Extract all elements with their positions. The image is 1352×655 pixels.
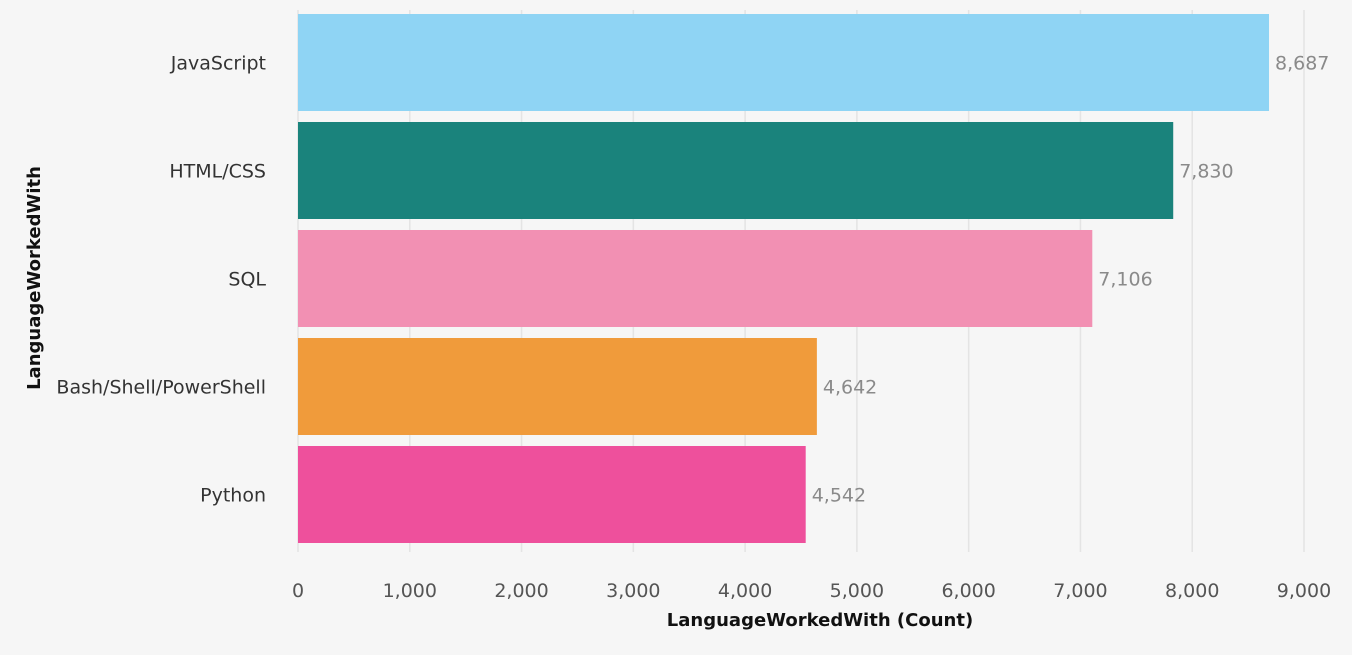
y-category-label: Bash/Shell/PowerShell	[56, 377, 266, 399]
bar-html-css	[298, 122, 1174, 219]
y-category-label: JavaScript	[170, 53, 266, 75]
labels: 0 1,000 2,000 3,000 4,000 5,000 6,000 7,000 8,00…	[56, 53, 1331, 603]
bar-value-label: 7,830	[1179, 161, 1233, 183]
x-tick-label: 8,000	[1165, 580, 1219, 602]
x-tick-label: 7,000	[1053, 580, 1107, 602]
bar-value-label: 4,542	[812, 485, 866, 507]
x-axis-title: LanguageWorkedWith (Count)	[667, 610, 973, 631]
y-category-label: HTML/CSS	[169, 161, 266, 183]
y-axis-title: LanguageWorkedWith	[24, 166, 45, 390]
y-category-label: Python	[200, 485, 266, 507]
bar-javascript	[298, 14, 1270, 111]
x-tick-label: 3,000	[606, 580, 660, 602]
x-tick-label: 5,000	[830, 580, 884, 602]
bars	[298, 14, 1270, 543]
bar-value-label: 7,106	[1098, 269, 1152, 291]
x-tick-label: 9,000	[1277, 580, 1331, 602]
x-tick-label: 6,000	[941, 580, 995, 602]
x-tick-label: 4,000	[718, 580, 772, 602]
x-tick-label: 1,000	[383, 580, 437, 602]
bar-sql	[298, 230, 1093, 327]
x-tick-label: 2,000	[494, 580, 548, 602]
bar-python	[298, 446, 806, 543]
bar-bash-shell-powershell	[298, 338, 817, 435]
bar-value-label: 4,642	[823, 377, 877, 399]
bar-value-label: 8,687	[1275, 53, 1329, 75]
x-tick-label: 0	[292, 580, 304, 602]
y-category-label: SQL	[228, 269, 266, 291]
